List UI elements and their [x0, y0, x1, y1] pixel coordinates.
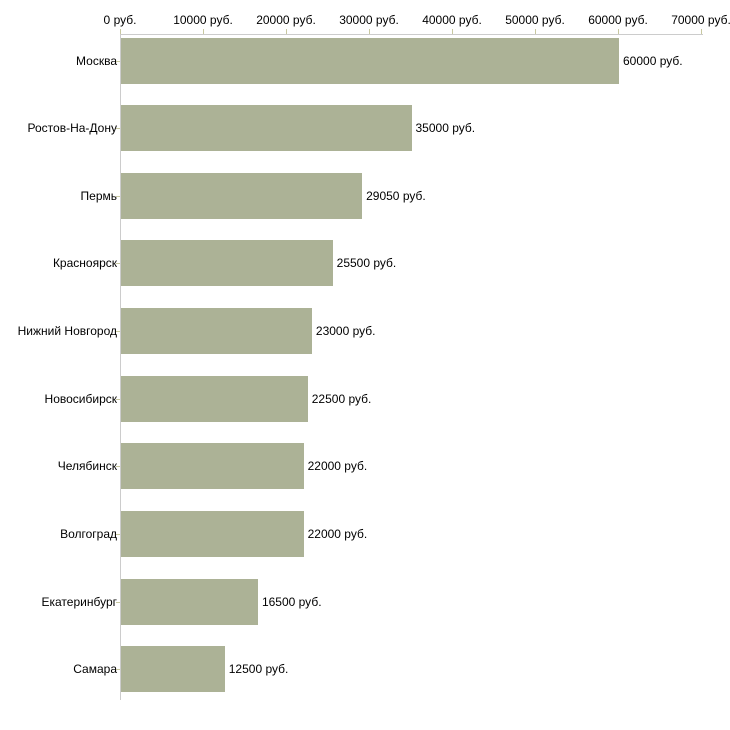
x-axis-tick-label: 40000 руб. [422, 13, 482, 27]
category-label: Москва [76, 53, 117, 68]
x-axis-tick-label: 60000 руб. [588, 13, 648, 27]
x-axis-tick [535, 29, 536, 34]
category-label: Волгоград [60, 527, 117, 542]
x-axis-tick [369, 29, 370, 34]
x-axis-tick-label: 70000 руб. [671, 13, 730, 27]
value-label: 22500 руб. [311, 391, 372, 406]
x-axis-tick [120, 29, 121, 34]
category-tick [116, 669, 120, 670]
x-axis-tick [701, 29, 702, 34]
category-label: Челябинск [57, 459, 117, 474]
category-label: Екатеринбург [41, 594, 118, 609]
value-label: 16500 руб. [261, 594, 322, 609]
value-label: 29050 руб. [366, 188, 426, 203]
value-label: 35000 руб. [415, 121, 476, 136]
x-axis-tick [286, 29, 287, 34]
x-axis-tick-label: 50000 руб. [505, 13, 565, 27]
bar [121, 443, 304, 490]
y-axis-line [120, 34, 121, 700]
x-axis-tick-label: 20000 руб. [256, 13, 316, 27]
category-tick [116, 466, 120, 467]
value-label: 25500 руб. [336, 256, 397, 271]
bar [121, 105, 412, 152]
category-tick [116, 61, 120, 62]
category-tick [116, 263, 120, 264]
category-label: Пермь [80, 188, 117, 203]
category-label: Новосибирск [44, 391, 117, 406]
category-tick [116, 331, 120, 332]
bar [121, 308, 312, 355]
value-label: 60000 руб. [623, 53, 683, 68]
category-tick [116, 602, 120, 603]
value-label: 23000 руб. [315, 324, 376, 339]
value-label: 12500 руб. [228, 662, 289, 677]
bar [121, 172, 363, 219]
category-label: Ростов-На-Дону [27, 121, 117, 136]
x-axis-tick-label: 10000 руб. [173, 13, 233, 27]
bar [121, 511, 304, 558]
bar [121, 375, 308, 422]
category-label: Нижний Новгород [17, 324, 117, 339]
x-axis-tick-label: 30000 руб. [339, 13, 399, 27]
x-axis-tick [452, 29, 453, 34]
bar [121, 646, 225, 693]
bar [121, 37, 619, 84]
x-axis-tick-label: 0 руб. [103, 13, 137, 27]
value-label: 22000 руб. [307, 459, 368, 474]
bar [121, 240, 333, 287]
x-axis-line [120, 34, 703, 35]
x-axis-tick [618, 29, 619, 34]
category-tick [116, 534, 120, 535]
value-label: 22000 руб. [307, 527, 368, 542]
x-axis-tick [203, 29, 204, 34]
category-tick [116, 399, 120, 400]
bar [121, 578, 258, 625]
category-tick [116, 196, 120, 197]
category-label: Красноярск [52, 256, 117, 271]
category-label: Самара [73, 662, 117, 677]
category-tick [116, 128, 120, 129]
